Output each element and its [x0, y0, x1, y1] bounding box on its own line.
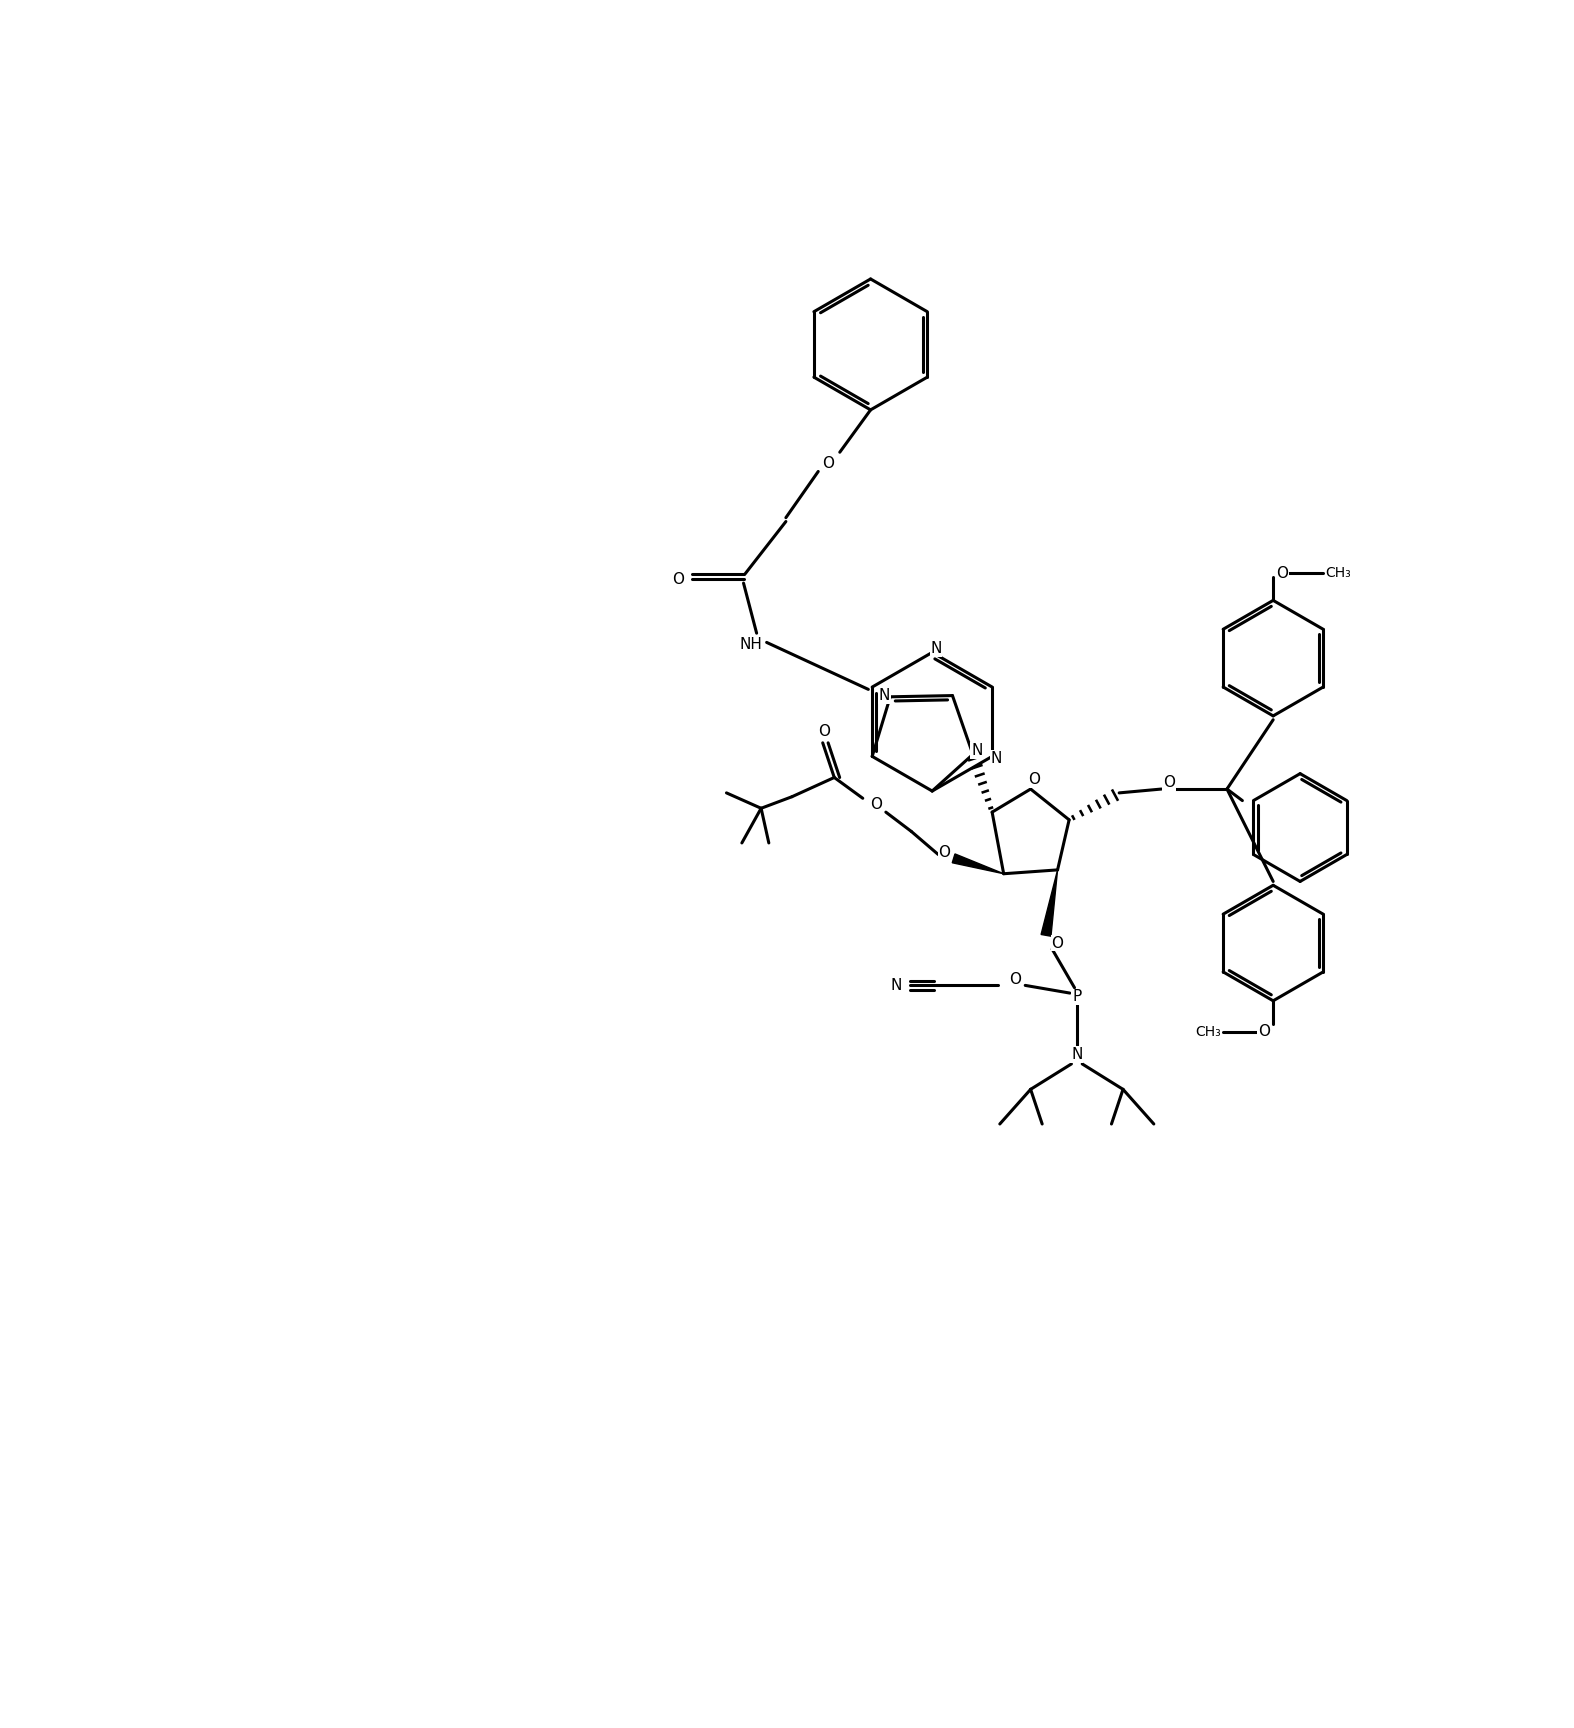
Text: O: O	[1051, 935, 1064, 950]
Text: O: O	[1277, 567, 1289, 581]
Text: P: P	[1072, 990, 1081, 1004]
Text: O: O	[818, 724, 829, 740]
Text: N: N	[878, 688, 889, 703]
Text: O: O	[870, 797, 883, 812]
Text: O: O	[1009, 971, 1022, 987]
Text: O: O	[938, 845, 951, 859]
Text: NH: NH	[740, 638, 763, 651]
Text: O: O	[1258, 1025, 1270, 1039]
Text: O: O	[1163, 776, 1176, 790]
Text: CH₃: CH₃	[1325, 567, 1352, 581]
Text: N: N	[1072, 1047, 1083, 1063]
Polygon shape	[1040, 869, 1058, 937]
Polygon shape	[952, 854, 1004, 874]
Text: N: N	[990, 752, 1001, 766]
Text: N: N	[891, 978, 902, 994]
Text: CH₃: CH₃	[1195, 1025, 1220, 1039]
Text: O: O	[672, 572, 685, 588]
Text: O: O	[822, 456, 834, 472]
Text: N: N	[971, 743, 982, 759]
Text: O: O	[1028, 772, 1040, 788]
Text: N: N	[930, 641, 941, 657]
